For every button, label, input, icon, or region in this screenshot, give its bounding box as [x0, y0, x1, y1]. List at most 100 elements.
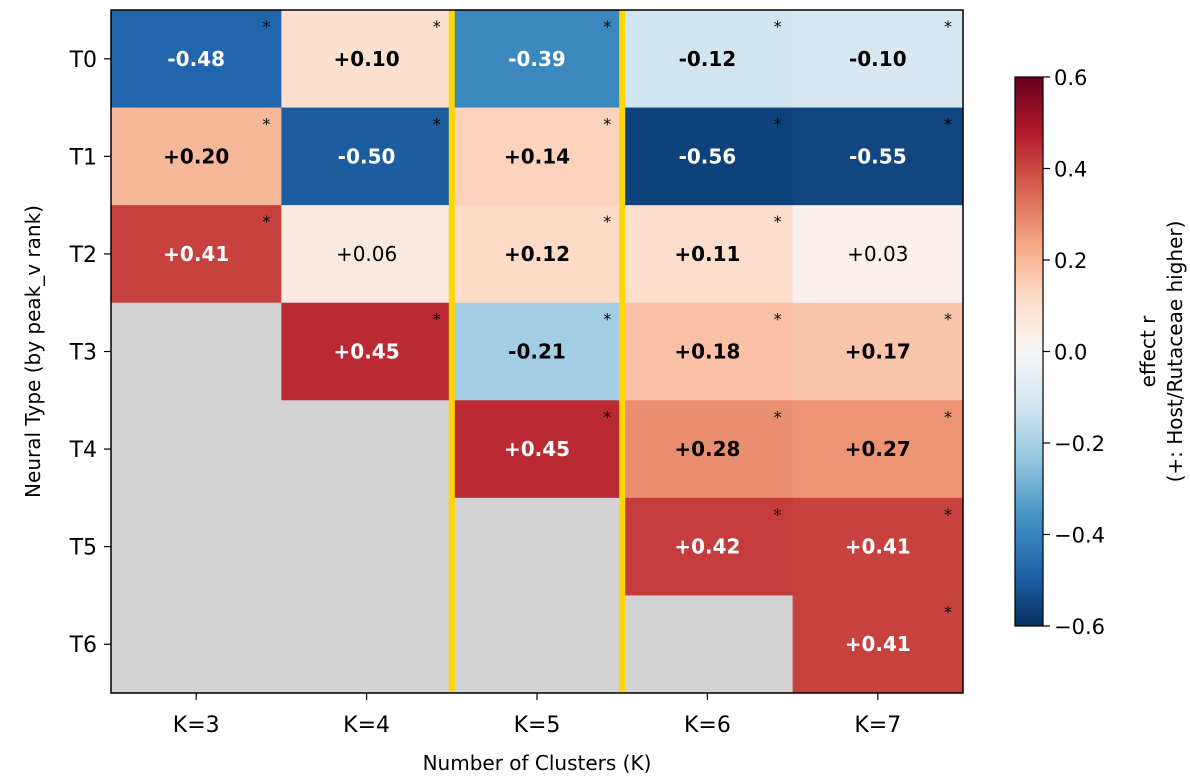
- highlight-lines: [448, 10, 626, 693]
- colorbar-label-line1: effect r: [1136, 315, 1160, 388]
- significance-marker: *: [774, 212, 782, 231]
- heatmap-cell: [622, 400, 794, 499]
- y-tick-label: T2: [69, 243, 97, 268]
- heatmap-cell: [451, 10, 623, 109]
- heatmap-cell: [792, 302, 964, 401]
- heatmap-cell-empty: [111, 400, 282, 499]
- colorbar-ticks: 0.6 0.4 0.2 0.0 −0.2 −0.4 −0.6: [1043, 66, 1105, 639]
- cell-value-label: +0.06: [336, 242, 397, 266]
- cell-value-label: -0.12: [679, 47, 737, 71]
- colorbar-tick-label: 0.2: [1054, 249, 1087, 273]
- y-tick-label: T0: [69, 48, 97, 73]
- cell-value-label: +0.41: [845, 535, 911, 559]
- colorbar-tick-label: −0.2: [1054, 432, 1105, 456]
- cell-value-label: +0.14: [504, 144, 570, 168]
- cell-value-label: +0.45: [504, 437, 570, 461]
- heatmap-cell: [111, 205, 282, 304]
- cell-value-label: +0.20: [163, 144, 229, 168]
- cell-value-label: +0.12: [504, 242, 570, 266]
- colorbar-tick-label: 0.6: [1054, 66, 1087, 90]
- significance-marker: *: [944, 310, 952, 329]
- colorbar-tick-label: −0.4: [1054, 524, 1105, 548]
- heatmap-cell: [281, 107, 453, 206]
- cell-value-label: +0.41: [845, 632, 911, 656]
- colorbar-tick-label: 0.4: [1054, 158, 1087, 182]
- significance-marker: *: [944, 17, 952, 36]
- cell-value-label: -0.50: [338, 144, 396, 168]
- cell-value-label: -0.56: [679, 144, 737, 168]
- heatmap-cell-empty: [622, 595, 794, 694]
- colorbar-tick-label: 0.0: [1054, 341, 1087, 365]
- heatmap-cell-empty: [281, 400, 453, 499]
- heatmap-cell-empty: [281, 497, 453, 596]
- y-tick-label: T6: [69, 633, 97, 658]
- significance-marker: *: [774, 407, 782, 426]
- heatmap-cell-empty: [451, 497, 623, 596]
- heatmap-cell: [111, 107, 282, 206]
- heatmap-cell: [281, 302, 453, 401]
- significance-marker: *: [603, 17, 611, 36]
- significance-marker: *: [433, 115, 441, 134]
- significance-marker: *: [603, 310, 611, 329]
- significance-marker: *: [603, 407, 611, 426]
- heatmap-cell: [792, 497, 964, 596]
- cell-value-label: +0.42: [674, 535, 740, 559]
- cell-value-label: -0.10: [849, 47, 907, 71]
- cell-value-label: +0.03: [847, 242, 908, 266]
- heatmap-cell-empty: [111, 595, 282, 694]
- cell-value-label: +0.17: [845, 340, 911, 364]
- heatmap-cell: [451, 107, 623, 206]
- heatmap-cell-empty: [111, 497, 282, 596]
- heatmap-cell: [281, 205, 453, 304]
- heatmap-cell: [451, 400, 623, 499]
- y-tick-label: T5: [69, 536, 97, 561]
- y-tick-label: T3: [69, 341, 97, 366]
- significance-marker: *: [262, 115, 270, 134]
- significance-marker: *: [433, 310, 441, 329]
- significance-marker: *: [603, 212, 611, 231]
- cell-value-label: +0.18: [674, 340, 740, 364]
- significance-marker: *: [944, 505, 952, 524]
- cell-value-label: -0.48: [167, 47, 225, 71]
- heatmap-cell: [622, 497, 794, 596]
- cell-value-label: +0.27: [845, 437, 911, 461]
- heatmap-cell: [622, 302, 794, 401]
- x-axis: K=3 K=4 K=5 K=6 K=7: [173, 693, 901, 738]
- heatmap-cell: [792, 400, 964, 499]
- cell-value-label: +0.45: [334, 340, 400, 364]
- significance-marker: *: [774, 505, 782, 524]
- cell-value-label: -0.55: [849, 144, 907, 168]
- significance-marker: *: [262, 212, 270, 231]
- cell-value-label: -0.21: [508, 340, 566, 364]
- colorbar: [1014, 76, 1044, 627]
- heatmap-cell: [111, 10, 282, 109]
- cell-value-label: +0.11: [674, 242, 740, 266]
- y-tick-label: T1: [69, 145, 97, 170]
- y-tick-label: T4: [69, 438, 97, 463]
- significance-marker: *: [944, 602, 952, 621]
- significance-marker: *: [603, 115, 611, 134]
- y-axis: T0 T1 T2 T3 T4 T5 T6: [69, 48, 111, 658]
- heatmap-cell: [451, 205, 623, 304]
- heatmap-cell: [792, 107, 964, 206]
- heatmap-cell: [281, 10, 453, 109]
- heatmap-cell: [622, 10, 794, 109]
- colorbar-tick-label: −0.6: [1054, 615, 1105, 639]
- heatmap-cell-empty: [111, 302, 282, 401]
- x-tick-label: K=5: [514, 713, 561, 738]
- heatmap-cell: [622, 205, 794, 304]
- x-tick-label: K=4: [343, 713, 390, 738]
- heatmap-cell-empty: [281, 595, 453, 694]
- heatmap-cell: [792, 205, 964, 304]
- cell-value-label: +0.41: [163, 242, 229, 266]
- significance-marker: *: [774, 310, 782, 329]
- x-tick-label: K=7: [854, 713, 901, 738]
- x-tick-label: K=3: [173, 713, 220, 738]
- significance-marker: *: [944, 115, 952, 134]
- significance-marker: *: [944, 407, 952, 426]
- heatmap-cell-empty: [451, 595, 623, 694]
- heatmap-cells: -0.48 * +0.10 * -0.39 * -0.12 * -0.10 * +0.20 * -0.5…: [111, 10, 964, 694]
- x-axis-label: Number of Clusters (K): [423, 751, 652, 775]
- significance-marker: *: [433, 17, 441, 36]
